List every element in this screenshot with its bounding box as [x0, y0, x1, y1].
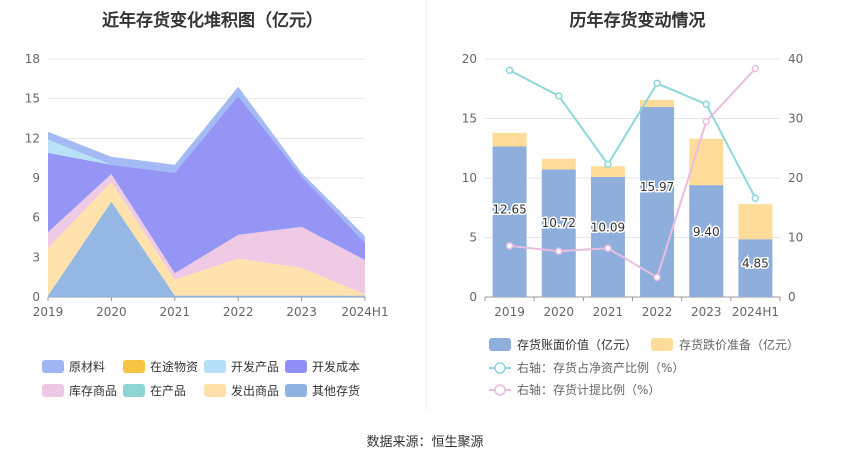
area-发出商品 [48, 181, 365, 296]
right-y-tick-label: 20 [788, 171, 803, 185]
left-y-tick-label: 10 [462, 171, 477, 185]
bar-impairment [640, 99, 675, 107]
bar-impairment [492, 132, 527, 147]
legend-swatch [42, 360, 64, 373]
y-tick-label: 0 [32, 290, 40, 304]
right-y-tick-label: 40 [788, 52, 803, 66]
line-point [653, 79, 661, 88]
legend-swatch [285, 360, 307, 373]
legend-label: 开发成本 [312, 359, 360, 374]
y-tick-label: 12 [25, 131, 40, 145]
bar-book-value [590, 176, 625, 297]
legend-label: 库存商品 [69, 383, 117, 398]
area-开发成本 [48, 96, 365, 274]
legend-label: 存货跌价准备（亿元） [679, 337, 799, 352]
legend-label: 在途物资 [150, 359, 198, 374]
line-series-0 [509, 69, 757, 199]
area-库存商品 [48, 174, 365, 295]
area-其他存货 [48, 201, 365, 297]
y-tick-label: 3 [32, 250, 40, 264]
bar-impairment [738, 204, 773, 240]
legend-label: 开发产品 [231, 359, 279, 374]
legend-label: 发出商品 [231, 383, 279, 398]
x-tick-label: 2024H1 [732, 305, 779, 319]
chart-divider [426, 0, 427, 410]
bar-book-value [738, 239, 773, 297]
y-tick-label: 9 [32, 171, 40, 185]
x-tick-label: 2022 [223, 305, 254, 319]
inventory-bar-line-chart: 0 5 10 15 20 0 10 20 30 40 2019 2020 2021 2022 2023 202… [462, 52, 804, 397]
legend-label: 右轴：存货占净资产比例（%） [517, 360, 684, 375]
legend-swatch [651, 338, 673, 351]
bar-value-label: 15.97 [640, 180, 674, 194]
line-point [604, 244, 612, 252]
bar-book-value [689, 185, 724, 297]
x-tick-label: 2023 [286, 305, 317, 319]
x-tick-label: 2022 [642, 305, 673, 319]
line-point [555, 247, 563, 255]
bar-book-value [492, 146, 527, 297]
legend-swatch [489, 338, 511, 351]
legend-swatch [123, 384, 145, 397]
legend-label: 其他存货 [312, 383, 360, 398]
legend-swatch [204, 360, 226, 373]
x-tick-label: 2024H1 [341, 305, 388, 319]
left-y-tick-label: 0 [469, 290, 477, 304]
line-point [702, 117, 710, 126]
right-chart-title: 历年存货变动情况 [569, 11, 706, 31]
bar-impairment [590, 166, 625, 177]
bar-value-label: 10.72 [542, 216, 576, 230]
left-y-tick-label: 15 [462, 112, 477, 126]
line-point [505, 66, 514, 75]
left-y-tick-label: 20 [462, 52, 477, 66]
line-point [702, 100, 710, 108]
x-tick-label: 2021 [160, 305, 191, 319]
bar-value-label: 12.65 [492, 203, 526, 217]
line-point [751, 194, 760, 202]
right-y-tick-label: 30 [788, 112, 803, 126]
legend-label: 存货账面价值（亿元） [517, 337, 637, 352]
x-tick-label: 2023 [691, 305, 722, 319]
line-point [555, 92, 563, 100]
line-point [505, 242, 514, 250]
x-tick-label: 2020 [543, 305, 574, 319]
x-tick-label: 2019 [33, 305, 64, 319]
line-series-1 [509, 67, 757, 279]
bar-book-value [640, 106, 675, 297]
legend-label: 右轴：存货计提比例（%） [517, 382, 660, 397]
legend-swatch [123, 360, 145, 373]
bar-value-label: 9.40 [693, 225, 720, 239]
legend-swatch [42, 384, 64, 397]
legend-swatch [285, 384, 307, 397]
left-chart-title: 近年存货变化堆积图（亿元） [102, 11, 323, 31]
legend-swatch [204, 384, 226, 397]
bar-value-label: 10.09 [591, 220, 625, 234]
y-tick-label: 15 [25, 92, 40, 106]
x-tick-label: 2019 [494, 305, 525, 319]
left-y-tick-label: 5 [469, 231, 477, 245]
legend-label: 原材料 [69, 360, 105, 374]
bar-impairment [541, 158, 576, 170]
x-tick-label: 2021 [593, 305, 624, 319]
line-point [751, 64, 760, 73]
data-source: 数据来源：恒生聚源 [366, 435, 484, 450]
y-tick-label: 18 [25, 52, 40, 66]
right-y-tick-label: 10 [788, 231, 803, 245]
x-tick-label: 2020 [96, 305, 127, 319]
line-point [653, 273, 661, 282]
right-y-tick-label: 0 [788, 290, 796, 304]
stacked-area-chart: 03691215182019 2020 2021 2022 2023 2024H1原材料在… [25, 52, 389, 398]
y-tick-label: 6 [32, 211, 40, 225]
bar-book-value [541, 169, 576, 297]
legend-marker [494, 384, 506, 396]
bar-value-label: 4.85 [742, 257, 769, 271]
line-point [604, 160, 612, 169]
legend-marker [494, 362, 506, 374]
legend-label: 在产品 [150, 384, 186, 398]
bar-impairment [689, 138, 724, 186]
